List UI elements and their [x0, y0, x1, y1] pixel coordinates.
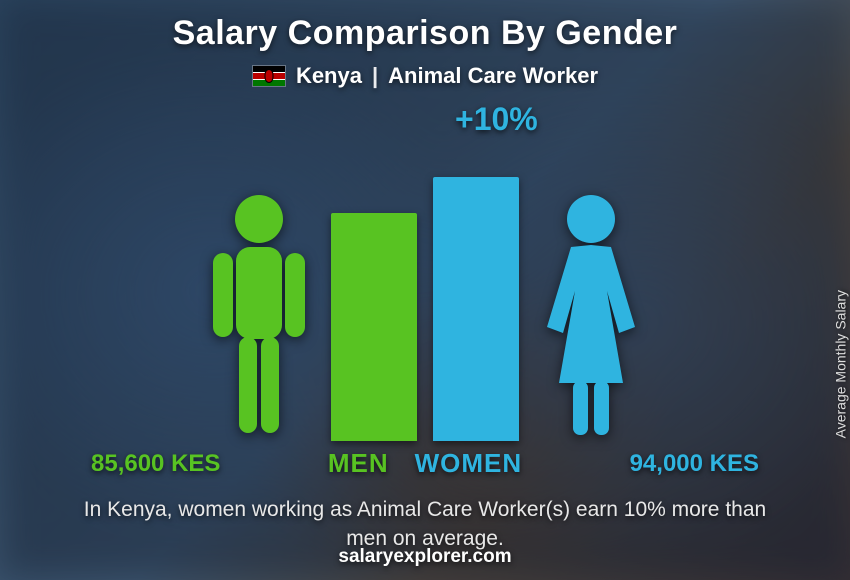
- women-group: [433, 177, 651, 441]
- women-salary-value: 94,000 KES: [630, 450, 759, 478]
- men-bar: [331, 213, 417, 441]
- man-icon: [199, 191, 319, 441]
- infographic-root: Salary Comparison By Gender Kenya | Anim…: [0, 0, 850, 580]
- men-label: MEN: [328, 448, 389, 479]
- woman-icon: [531, 191, 651, 441]
- women-bar: [433, 177, 519, 441]
- salary-bar-chart: +10%: [55, 101, 795, 441]
- description-text: In Kenya, women working as Animal Care W…: [65, 495, 785, 554]
- subtitle-row: Kenya | Animal Care Worker: [252, 63, 598, 89]
- y-axis-label: Average Monthly Salary: [832, 290, 848, 438]
- page-title: Salary Comparison By Gender: [173, 14, 678, 53]
- country-label: Kenya: [296, 63, 362, 89]
- women-label: WOMEN: [415, 448, 523, 479]
- labels-row: 85,600 KES MEN WOMEN 94,000 KES: [55, 448, 795, 479]
- men-group: [199, 191, 417, 441]
- percentage-difference-label: +10%: [455, 101, 538, 138]
- separator: |: [372, 63, 378, 89]
- kenya-flag-icon: [252, 65, 286, 87]
- men-salary-value: 85,600 KES: [91, 450, 220, 478]
- source-attribution: salaryexplorer.com: [0, 546, 850, 568]
- job-title-label: Animal Care Worker: [388, 63, 598, 89]
